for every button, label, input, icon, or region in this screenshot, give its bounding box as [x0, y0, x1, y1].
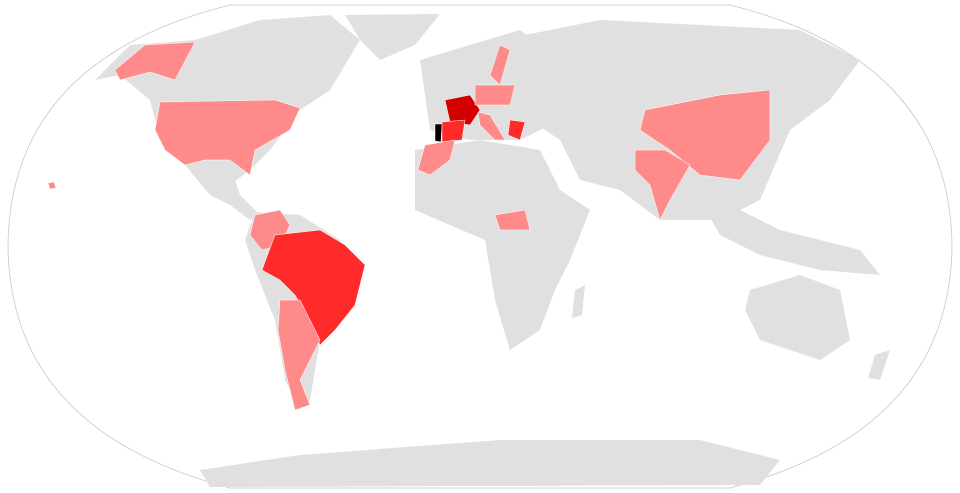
- central-america: [185, 160, 260, 220]
- new-zealand: [868, 350, 890, 380]
- madagascar: [572, 285, 585, 318]
- africa: [415, 140, 590, 350]
- region-china: [639, 89, 771, 181]
- australia: [745, 275, 850, 360]
- region-morocco: [417, 139, 456, 176]
- region-alaska: [114, 41, 196, 81]
- region-greece: [507, 119, 526, 141]
- region-brazil: [261, 229, 366, 346]
- region-italy: [477, 111, 506, 141]
- region-india: [634, 149, 691, 221]
- region-usa: [154, 99, 301, 176]
- greenland: [345, 14, 440, 60]
- region-portugal: [434, 123, 443, 143]
- region-central-europe: [474, 84, 516, 106]
- antarctica: [200, 440, 780, 487]
- region-france: [444, 94, 481, 126]
- region-scandinavia: [489, 44, 511, 86]
- region-hawaii: [47, 181, 57, 190]
- region-spain: [441, 119, 466, 143]
- southeast-asia: [700, 200, 880, 275]
- region-central-african-republic: [494, 209, 531, 231]
- region-argentina-chile: [277, 299, 321, 411]
